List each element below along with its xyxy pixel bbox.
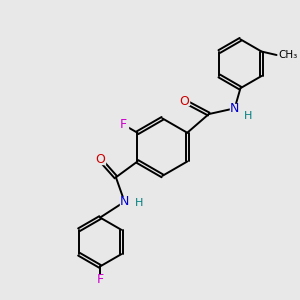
Bar bbox=[96, 275, 104, 284]
Text: O: O bbox=[95, 153, 105, 166]
Bar bbox=[180, 97, 189, 105]
Bar bbox=[119, 121, 128, 129]
Text: CH₃: CH₃ bbox=[278, 50, 297, 60]
Bar bbox=[95, 155, 105, 164]
Text: H: H bbox=[135, 198, 143, 208]
Text: F: F bbox=[120, 118, 127, 131]
Text: H: H bbox=[243, 111, 252, 122]
Text: O: O bbox=[179, 94, 189, 108]
Text: N: N bbox=[230, 102, 239, 115]
Text: N: N bbox=[120, 195, 129, 208]
Text: F: F bbox=[97, 273, 104, 286]
Bar bbox=[230, 104, 239, 112]
Bar bbox=[120, 197, 129, 206]
